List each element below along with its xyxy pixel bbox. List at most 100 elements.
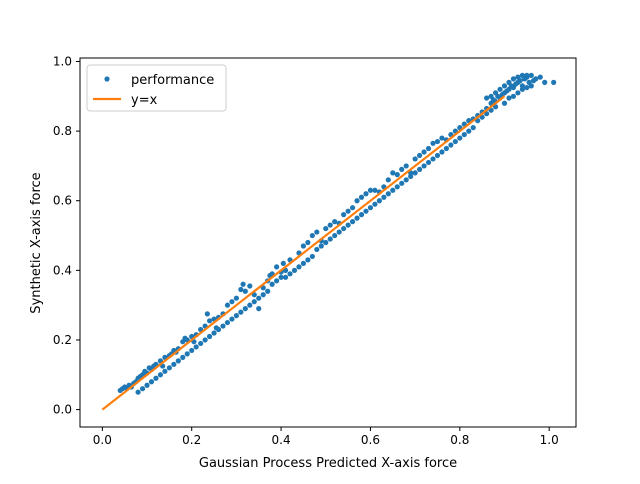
data-point [542,79,548,85]
y-axis-label: Synthetic X-axis force [29,172,44,313]
data-point [390,187,396,193]
y-tick-label: 0.2 [53,333,72,347]
data-point [202,337,208,343]
data-point [537,74,543,80]
data-point [452,138,458,145]
data-point [425,145,432,152]
data-point [314,229,320,235]
data-point [224,319,231,326]
data-point [198,340,204,347]
data-point [323,225,329,232]
y-tick-label: 0.6 [53,194,72,208]
data-point [247,302,253,308]
data-point [399,180,405,186]
y-axis-ticks: 0.0 0.2 0.4 0.6 0.8 1.0 [53,54,80,417]
data-point [497,86,503,92]
data-point [171,361,177,367]
legend-label: performance [131,73,214,88]
data-point [153,375,159,381]
x-axis-label: Gaussian Process Predicted X-axis force [199,456,457,471]
x-tick-label: 1.0 [540,433,559,447]
data-point [305,257,311,263]
data-point [394,172,400,178]
data-point [238,309,244,315]
data-point [394,184,400,190]
data-point [336,229,342,235]
data-point [296,264,302,270]
x-axis-ticks: 0.0 0.2 0.4 0.6 0.8 1.0 [93,427,559,447]
x-tick-label: 0.0 [93,433,112,447]
data-point [206,333,213,340]
data-point [309,253,315,260]
data-point [332,219,338,225]
data-point [421,149,427,155]
x-tick-label: 0.8 [450,433,469,447]
data-point [278,274,284,280]
data-point [323,239,329,246]
data-point [358,194,365,200]
data-point [240,281,246,287]
data-point [287,271,293,277]
data-point [408,173,414,179]
data-point [260,292,266,298]
data-point [399,166,405,172]
data-point [492,90,499,96]
data-point [417,166,423,172]
plot-area [79,57,577,428]
data-point [417,152,423,159]
data-point [327,236,333,242]
data-point [247,283,253,289]
series-line-y-equals-x [101,95,506,411]
data-point [206,318,213,324]
data-point [300,260,307,266]
data-point [363,208,369,214]
data-point [345,222,351,228]
data-point [403,177,409,183]
data-point [430,156,436,162]
data-point [528,83,534,89]
data-point [204,311,210,317]
data-point [506,79,512,85]
data-point [515,74,521,80]
y-tick-label: 0.0 [53,403,72,417]
data-point [390,170,396,176]
data-point [238,286,244,293]
data-point [327,222,333,228]
data-point [385,191,391,197]
data-point [300,243,307,249]
data-point [345,208,351,214]
data-point [341,212,347,218]
data-point [256,295,262,301]
data-point [215,326,222,333]
data-point [439,149,445,155]
data-point [274,264,280,270]
data-point [282,274,289,280]
data-point [457,135,463,141]
legend: performance y=x [86,64,227,112]
data-point [242,288,248,294]
data-point [220,323,226,329]
data-point [242,306,248,312]
data-point [372,201,378,207]
data-point [385,177,391,183]
data-point [148,379,155,385]
data-point [367,187,374,193]
data-point [506,95,512,101]
legend-marker-dot [104,76,110,82]
data-point [412,156,418,162]
y-tick-label: 1.0 [53,54,72,68]
data-point [229,299,235,305]
data-point [488,93,494,99]
data-point [318,243,324,249]
data-point [430,140,436,146]
data-point [434,152,441,159]
data-point [515,90,521,96]
data-point [251,299,257,305]
data-point [193,344,199,350]
x-tick-label: 0.4 [272,433,291,447]
data-point [551,79,557,85]
data-point [180,354,186,360]
data-point [412,170,418,176]
